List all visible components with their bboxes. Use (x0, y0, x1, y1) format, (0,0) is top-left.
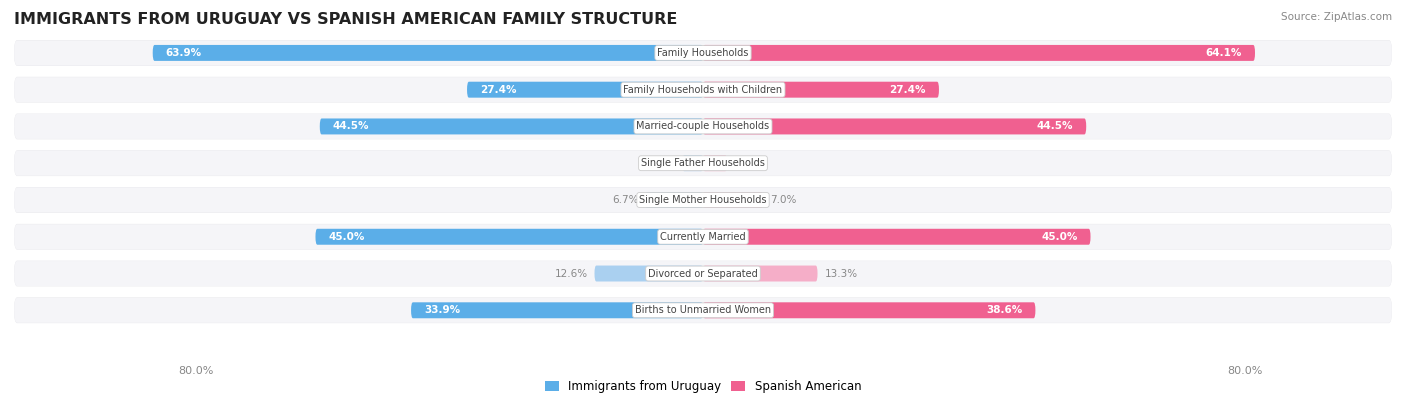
FancyBboxPatch shape (315, 229, 703, 245)
FancyBboxPatch shape (14, 298, 1392, 323)
Text: Births to Unmarried Women: Births to Unmarried Women (636, 305, 770, 315)
Text: 45.0%: 45.0% (1042, 232, 1077, 242)
Text: Family Households: Family Households (658, 48, 748, 58)
FancyBboxPatch shape (14, 77, 1392, 102)
FancyBboxPatch shape (14, 297, 1392, 323)
Text: Family Households with Children: Family Households with Children (623, 85, 783, 95)
Text: 27.4%: 27.4% (890, 85, 927, 95)
FancyBboxPatch shape (703, 82, 939, 98)
Legend: Immigrants from Uruguay, Spanish American: Immigrants from Uruguay, Spanish America… (540, 376, 866, 395)
FancyBboxPatch shape (703, 118, 1087, 134)
Text: 63.9%: 63.9% (166, 48, 201, 58)
FancyBboxPatch shape (14, 187, 1392, 213)
Text: 44.5%: 44.5% (1036, 121, 1073, 132)
Text: 80.0%: 80.0% (179, 366, 214, 376)
Text: 7.0%: 7.0% (770, 195, 797, 205)
Text: 44.5%: 44.5% (333, 121, 370, 132)
FancyBboxPatch shape (411, 302, 703, 318)
Text: 38.6%: 38.6% (986, 305, 1022, 315)
FancyBboxPatch shape (14, 261, 1392, 286)
FancyBboxPatch shape (703, 302, 1035, 318)
FancyBboxPatch shape (703, 45, 1256, 61)
FancyBboxPatch shape (645, 192, 703, 208)
FancyBboxPatch shape (703, 265, 817, 282)
Text: 27.4%: 27.4% (479, 85, 516, 95)
FancyBboxPatch shape (319, 118, 703, 134)
FancyBboxPatch shape (14, 151, 1392, 176)
FancyBboxPatch shape (14, 114, 1392, 139)
Text: 64.1%: 64.1% (1206, 48, 1241, 58)
Text: Currently Married: Currently Married (661, 232, 745, 242)
Text: Married-couple Households: Married-couple Households (637, 121, 769, 132)
FancyBboxPatch shape (703, 192, 763, 208)
FancyBboxPatch shape (467, 82, 703, 98)
FancyBboxPatch shape (14, 114, 1392, 139)
Text: Single Mother Households: Single Mother Households (640, 195, 766, 205)
FancyBboxPatch shape (703, 155, 727, 171)
FancyBboxPatch shape (595, 265, 703, 282)
FancyBboxPatch shape (153, 45, 703, 61)
Text: 45.0%: 45.0% (329, 232, 364, 242)
Text: Divorced or Separated: Divorced or Separated (648, 269, 758, 278)
Text: 80.0%: 80.0% (1227, 366, 1263, 376)
FancyBboxPatch shape (14, 224, 1392, 249)
Text: 2.8%: 2.8% (734, 158, 761, 168)
Text: 12.6%: 12.6% (554, 269, 588, 278)
Text: Source: ZipAtlas.com: Source: ZipAtlas.com (1281, 12, 1392, 22)
Text: 6.7%: 6.7% (612, 195, 638, 205)
Text: 13.3%: 13.3% (824, 269, 858, 278)
FancyBboxPatch shape (682, 155, 703, 171)
Text: Single Father Households: Single Father Households (641, 158, 765, 168)
FancyBboxPatch shape (14, 40, 1392, 66)
FancyBboxPatch shape (14, 150, 1392, 176)
FancyBboxPatch shape (14, 188, 1392, 213)
FancyBboxPatch shape (703, 229, 1091, 245)
Text: 2.4%: 2.4% (650, 158, 675, 168)
FancyBboxPatch shape (14, 77, 1392, 103)
Text: IMMIGRANTS FROM URUGUAY VS SPANISH AMERICAN FAMILY STRUCTURE: IMMIGRANTS FROM URUGUAY VS SPANISH AMERI… (14, 12, 678, 27)
Text: 33.9%: 33.9% (425, 305, 460, 315)
FancyBboxPatch shape (14, 224, 1392, 250)
FancyBboxPatch shape (14, 261, 1392, 286)
FancyBboxPatch shape (14, 40, 1392, 66)
